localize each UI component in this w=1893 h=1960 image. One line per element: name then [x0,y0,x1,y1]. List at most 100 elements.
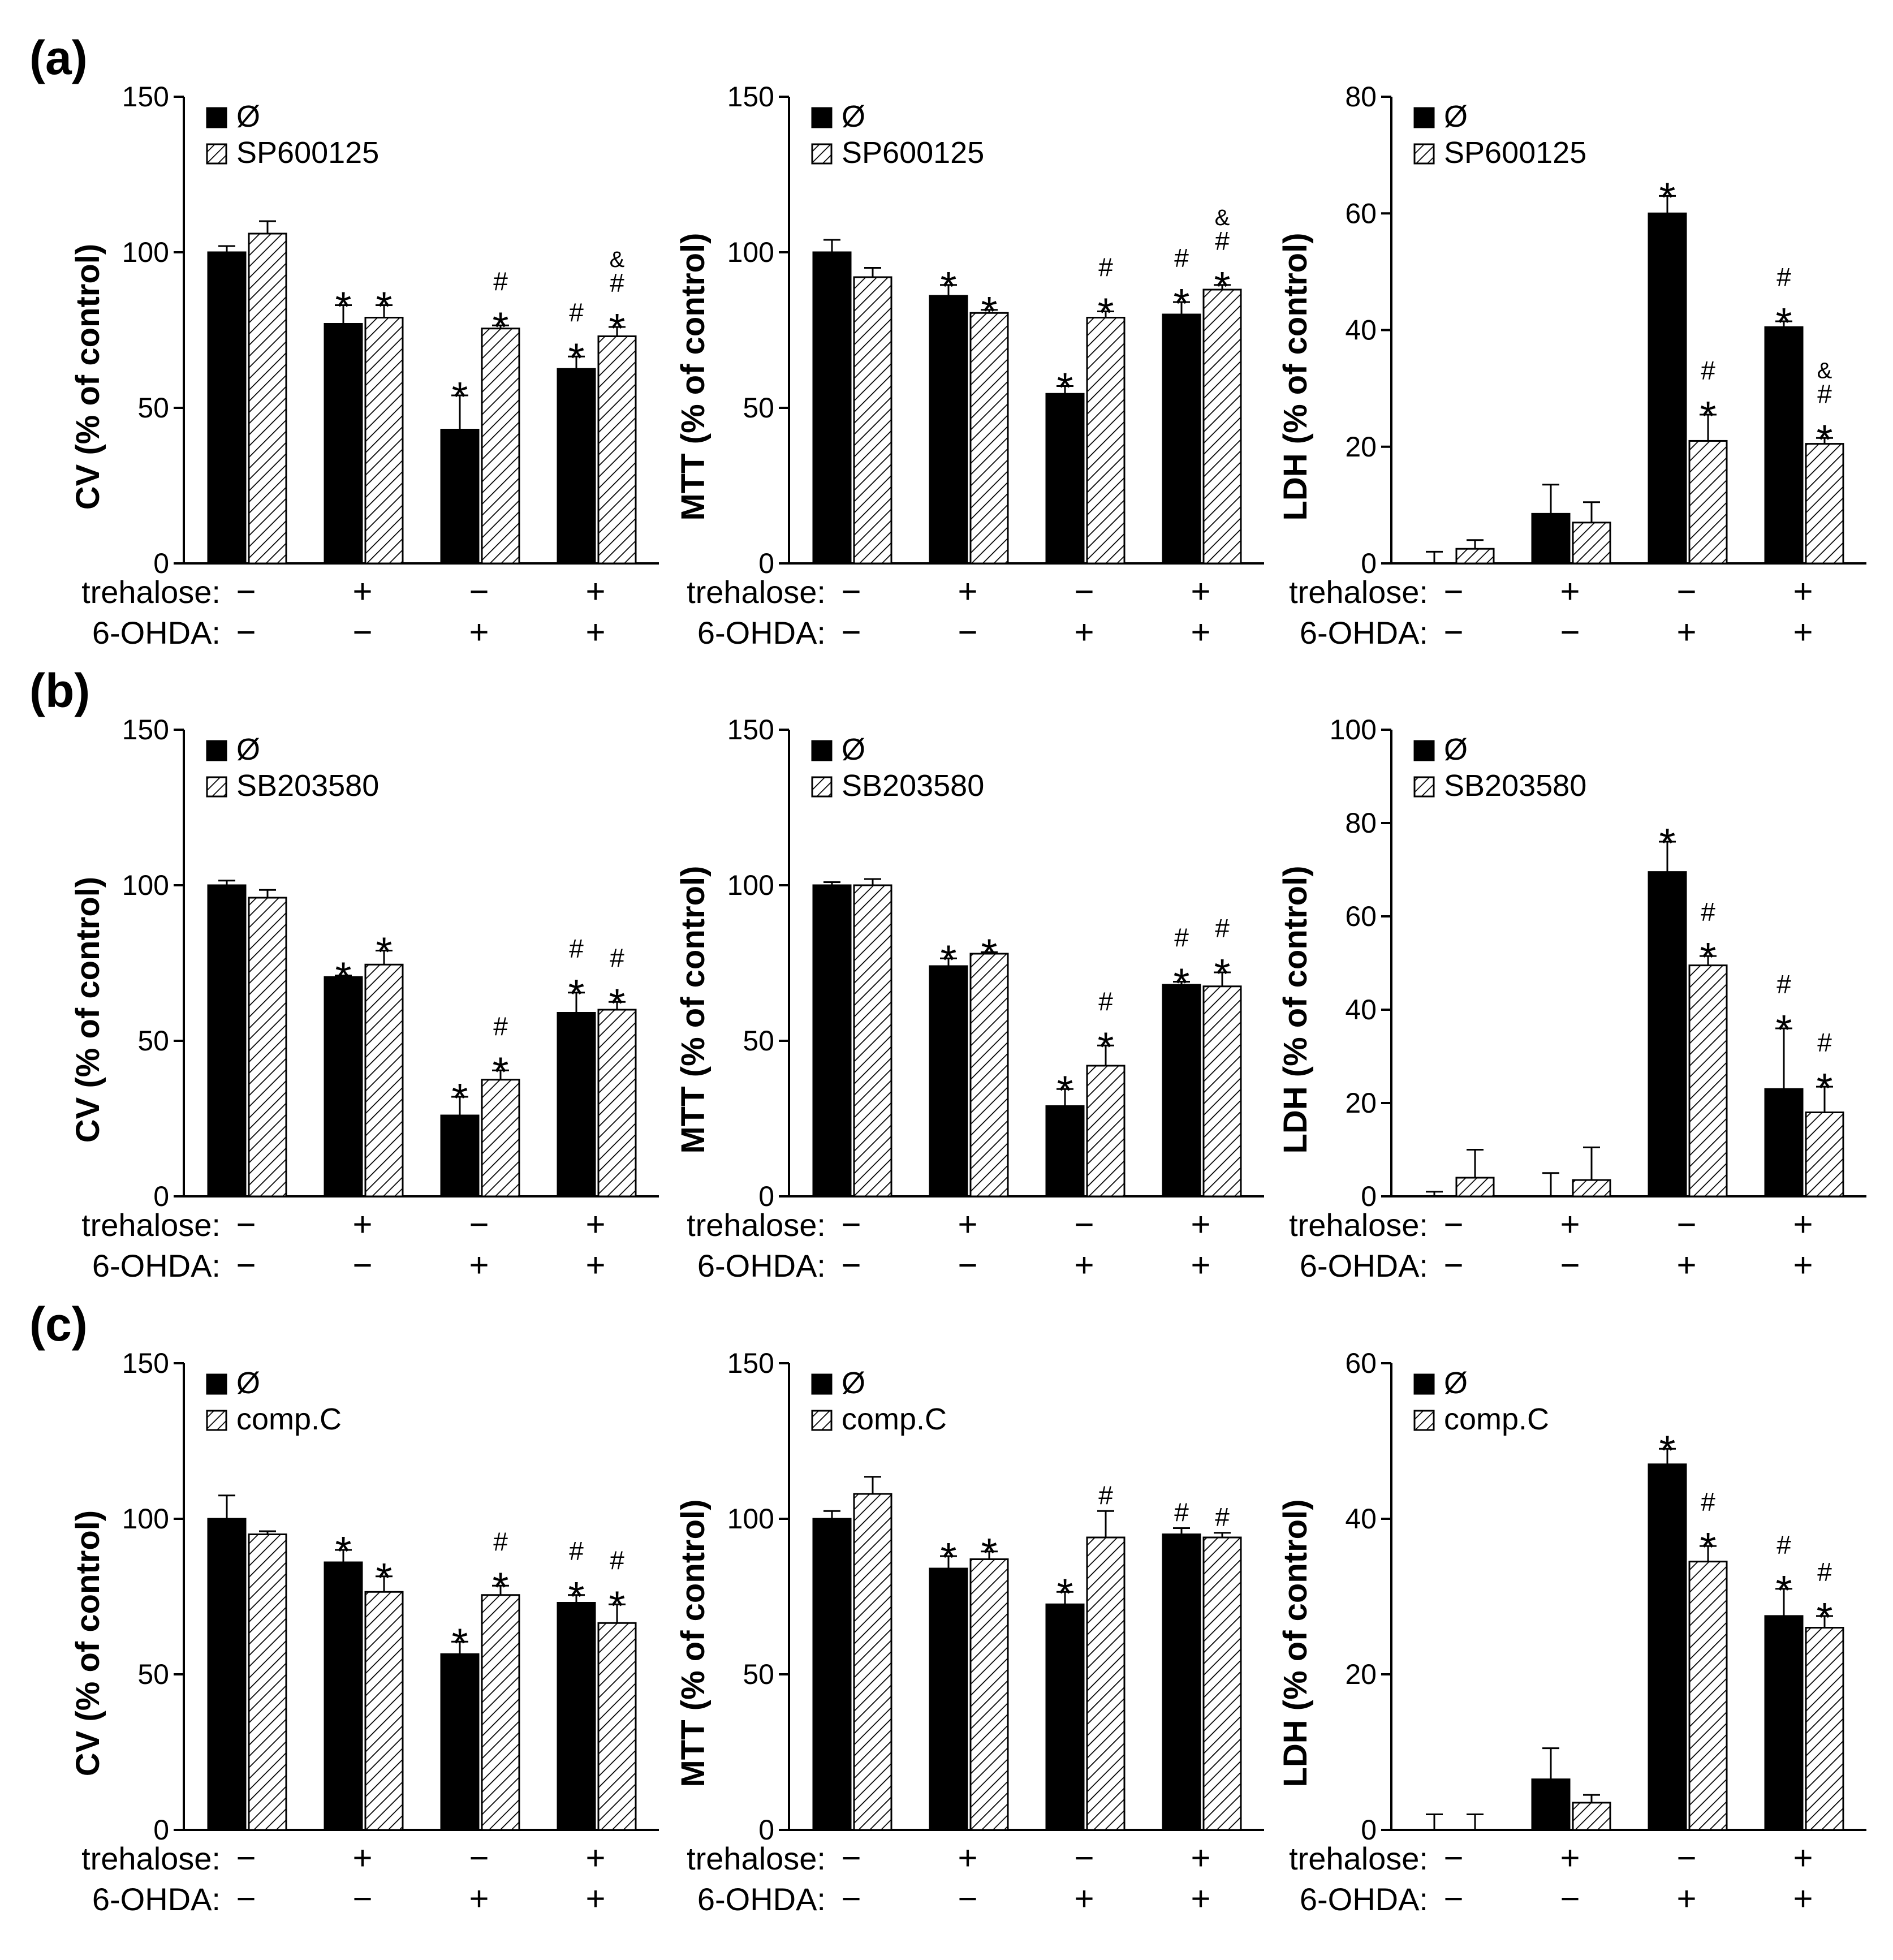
legend-swatch [811,1410,833,1431]
legend-swatch [811,740,833,761]
y-tick-label: 0 [153,1814,169,1846]
bar [1045,1603,1085,1831]
significance-hash: # [1174,243,1189,273]
ohda-symbol: − [1443,1246,1463,1284]
significance-hash: # [1174,923,1189,953]
bar [1531,512,1571,565]
trehalose-symbol: + [958,1205,977,1243]
trehalose-symbol: − [236,1205,256,1243]
bar [1202,1536,1242,1831]
y-tick-label: 60 [1345,1347,1377,1379]
significance-hash: # [493,1527,508,1556]
trehalose-symbol: + [1793,1839,1813,1877]
y-tick-label: 100 [122,869,169,901]
ohda-symbol: + [1676,1880,1696,1918]
significance-star: * [1700,393,1717,440]
significance-star: * [1174,960,1190,1007]
trehalose-symbol: + [1560,1839,1580,1877]
bar [969,312,1009,565]
bar [481,328,520,565]
y-tick-label: 40 [1345,1503,1377,1535]
trehalose-symbol: − [469,572,489,610]
legend-label: Ø [236,1366,260,1400]
significance-star: * [941,1534,957,1581]
legend-label: Ø [842,1366,865,1400]
ohda-symbol: + [1676,613,1696,651]
trehalose-symbol: + [352,1839,372,1877]
ohda-symbol: + [1191,613,1210,651]
legend-label: Ø [236,733,260,766]
significance-star: * [1174,280,1190,327]
ohda-symbol: + [469,1880,489,1918]
y-axis-label: MTT (% of control) [675,232,712,520]
significance-star: * [376,1554,393,1601]
legend-swatch [811,776,833,798]
trehalose-symbol: − [1074,1839,1094,1877]
significance-star: * [609,1582,626,1629]
bar [440,1653,480,1831]
ohda-symbol: + [585,613,605,651]
significance-star: * [981,288,998,335]
bar [1688,440,1728,565]
y-tick-label: 0 [758,548,774,579]
legend-swatch [206,143,227,165]
trehalose-symbol: − [469,1839,489,1877]
trehalose-symbol: − [1676,1205,1696,1243]
y-axis-label: CV (% of control) [70,1510,106,1776]
bar [1455,548,1495,565]
bar [812,884,852,1197]
bar [1572,1802,1611,1831]
trehalose-symbol: − [841,572,861,610]
y-tick-label: 100 [122,236,169,268]
ohda-label: 6-OHDA: [697,1881,826,1917]
y-tick-label: 100 [727,869,774,901]
significance-star: * [1098,290,1114,337]
bar [1805,1112,1844,1197]
bar [597,335,637,565]
ohda-symbol: + [1074,613,1094,651]
significance-hash: # [1098,987,1113,1016]
ohda-symbol: − [352,1880,372,1918]
y-tick-label: 0 [758,1814,774,1846]
significance-star: * [376,929,393,976]
bar [1764,326,1804,565]
y-tick-label: 20 [1345,1087,1377,1119]
significance-star: * [1057,1570,1073,1617]
significance-star: * [493,1563,509,1610]
y-tick-label: 0 [1361,1181,1377,1212]
bar [1764,1615,1804,1831]
bar [207,884,247,1197]
trehalose-label: trehalose: [81,1207,221,1243]
legend-swatch [206,776,227,798]
bar [1086,317,1126,565]
y-tick-label: 20 [1345,431,1377,463]
ohda-symbol: − [1443,1880,1463,1918]
y-tick-label: 150 [727,714,774,746]
bar [1805,443,1844,565]
significance-hash: # [1215,1502,1230,1532]
y-tick-label: 50 [743,1659,774,1690]
bar [248,232,287,565]
y-axis-label: MTT (% of control) [675,1499,712,1787]
y-axis-label: CV (% of control) [70,877,106,1143]
y-tick-label: 60 [1345,901,1377,932]
bar [207,251,247,565]
trehalose-symbol: − [236,572,256,610]
significance-star: * [1214,950,1231,997]
significance-star: * [1659,174,1676,221]
bar [207,1518,247,1831]
ohda-symbol: − [236,613,256,651]
bar [1162,1533,1201,1831]
trehalose-symbol: − [1443,572,1463,610]
y-axis-label: CV (% of control) [70,244,106,510]
ohda-symbol: + [1191,1880,1210,1918]
ohda-label: 6-OHDA: [697,1248,826,1283]
ohda-label: 6-OHDA: [697,615,826,651]
y-tick-label: 50 [743,1025,774,1057]
bar [1572,1179,1611,1197]
ohda-symbol: + [1793,613,1813,651]
legend-swatch [811,107,833,128]
